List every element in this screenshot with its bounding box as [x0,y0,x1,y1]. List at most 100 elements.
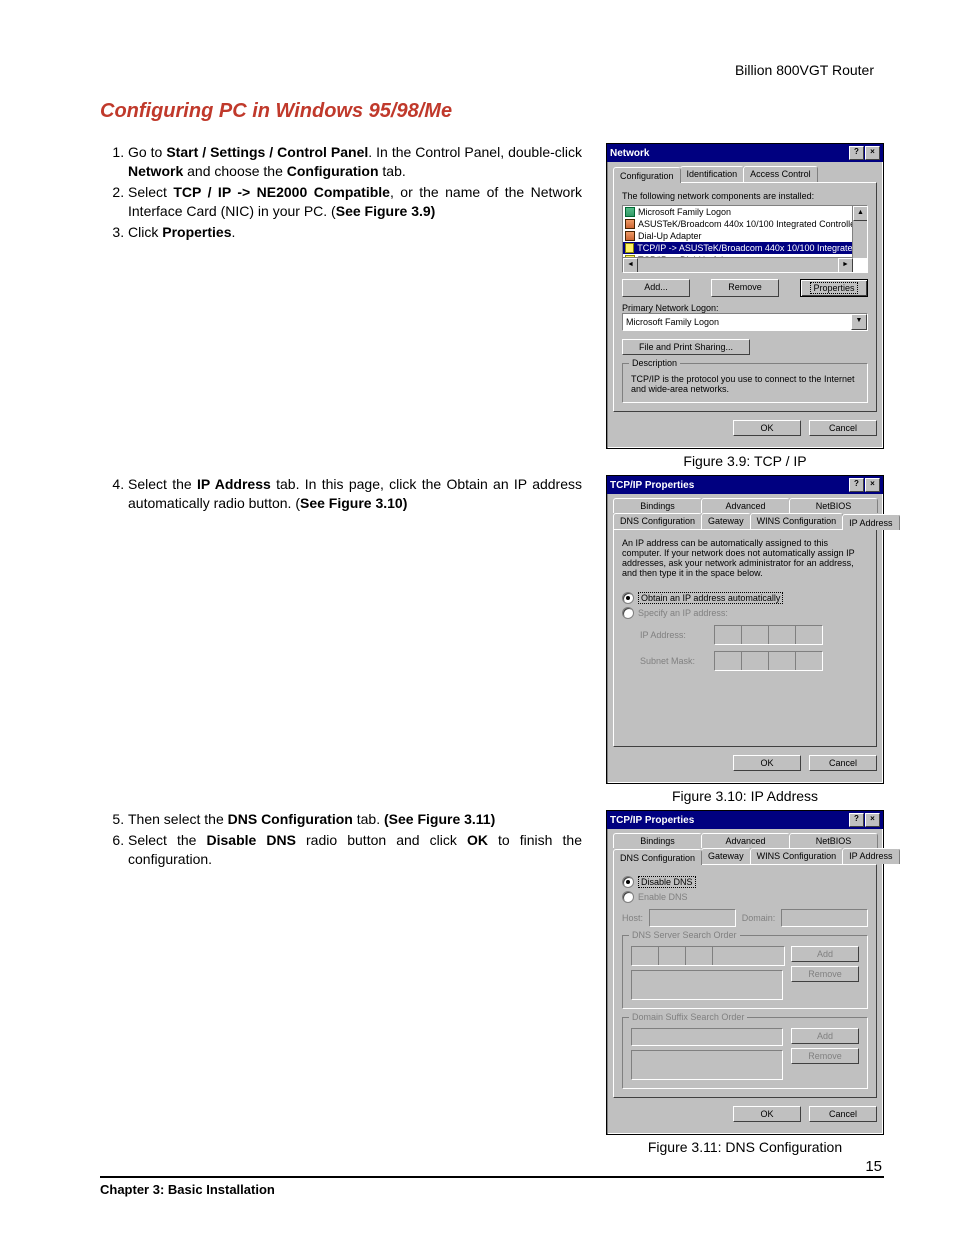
dns-tab-panel: Disable DNS Enable DNS Host: Domain: [613,864,877,1098]
subnet-mask-field [714,651,823,671]
chevron-down-icon[interactable]: ▼ [851,314,867,330]
cancel-button[interactable]: Cancel [809,755,877,771]
domain-field [781,909,868,927]
page-number: 15 [865,1158,882,1175]
ok-button[interactable]: OK [733,420,801,436]
tcpip-dialog-ip: TCP/IP Properties ? × Bindings Advanced … [606,475,884,784]
cancel-button[interactable]: Cancel [809,420,877,436]
section-title: Configuring PC in Windows 95/98/Me [100,100,884,123]
tcpip-dns-titlebar[interactable]: TCP/IP Properties ? × [607,811,883,829]
add-button[interactable]: Add... [622,279,690,297]
scrollbar-vertical[interactable]: ▲ [852,206,867,258]
list-item[interactable]: Dial-Up Adapter [623,230,867,242]
footer-chapter: Chapter 3: Basic Installation [100,1182,275,1197]
radio-specify-ip-label: Specify an IP address: [638,608,728,618]
step-4: Select the IP Address tab. In this page,… [128,475,588,513]
ip-address-label: IP Address: [640,630,706,640]
ip-address-field [714,625,823,645]
network-tab-panel: The following network components are ins… [613,182,877,412]
step-2: Select TCP / IP -> NE2000 Compatible, or… [128,183,588,221]
help-icon[interactable]: ? [849,478,864,492]
tcpip-dns-tabs-bot: DNS Configuration Gateway WINS Configura… [613,848,877,864]
figure-1-col: Network ? × Configuration Identification… [606,143,884,475]
step-6: Select the Disable DNS radio button and … [128,831,588,869]
radio-dot-icon [622,876,634,888]
row-1: Go to Start / Settings / Control Panel. … [100,143,884,475]
tab-advanced[interactable]: Advanced [701,833,790,848]
radio-obtain-auto[interactable]: Obtain an IP address automatically [622,592,868,604]
components-listbox[interactable]: Microsoft Family Logon ASUSTeK/Broadcom … [622,205,868,273]
tcpip-dns-tabs-top: Bindings Advanced NetBIOS [613,833,877,848]
network-dialog-titlebar[interactable]: Network ? × [607,144,883,162]
tab-bindings[interactable]: Bindings [613,498,702,513]
domain-suffix-group: Domain Suffix Search Order Add Remove [622,1017,868,1089]
page: Billion 800VGT Router Configuring PC in … [0,0,954,1235]
step-3: Click Properties. [128,223,588,242]
close-icon[interactable]: × [865,478,880,492]
dns-search-order-group: DNS Server Search Order Add Remove [622,935,868,1009]
host-label: Host: [622,913,643,923]
radio-enable-dns[interactable]: Enable DNS [622,891,868,903]
tab-configuration[interactable]: Configuration [613,167,681,183]
steps-list-b: Select the IP Address tab. In this page,… [100,475,588,515]
steps-list-c: Then select the DNS Configuration tab. (… [100,810,588,871]
ip-info-text: An IP address can be automatically assig… [622,538,868,578]
dns-add-button: Add [791,946,859,962]
properties-button[interactable]: Properties [800,279,868,297]
scrollbar-horizontal[interactable]: ◄► [623,257,853,272]
tab-advanced[interactable]: Advanced [701,498,790,513]
tab-gateway[interactable]: Gateway [701,513,751,529]
radio-enable-dns-label: Enable DNS [638,892,688,902]
tcpip-ip-titlebar[interactable]: TCP/IP Properties ? × [607,476,883,494]
figure-3-caption: Figure 3.11: DNS Configuration [606,1139,884,1155]
help-icon[interactable]: ? [849,813,864,827]
radio-disable-dns[interactable]: Disable DNS [622,876,868,888]
ok-button[interactable]: OK [733,755,801,771]
tab-ip-address[interactable]: IP Address [842,848,899,864]
close-icon[interactable]: × [865,813,880,827]
file-print-sharing-button[interactable]: File and Print Sharing... [622,339,750,355]
tcpip-dns-title: TCP/IP Properties [610,815,694,826]
list-item[interactable]: Microsoft Family Logon [623,206,867,218]
tcpip-dialog-dns: TCP/IP Properties ? × Bindings Advanced … [606,810,884,1135]
tab-dns-config[interactable]: DNS Configuration [613,849,702,865]
list-item-selected[interactable]: TCP/IP -> ASUSTeK/Broadcom 440x 10/100 I… [623,242,867,254]
tab-netbios[interactable]: NetBIOS [789,498,878,513]
dns-ip-field [631,946,785,966]
row-3: Then select the DNS Configuration tab. (… [100,810,884,1161]
tab-access-control[interactable]: Access Control [743,166,818,182]
ok-button[interactable]: OK [733,1106,801,1122]
close-icon[interactable]: × [865,146,880,160]
step-1: Go to Start / Settings / Control Panel. … [128,143,588,181]
tab-netbios[interactable]: NetBIOS [789,833,878,848]
tab-bindings[interactable]: Bindings [613,833,702,848]
primary-logon-combo[interactable]: Microsoft Family Logon ▼ [622,313,868,331]
tab-wins-config[interactable]: WINS Configuration [750,513,844,529]
radio-obtain-auto-label: Obtain an IP address automatically [638,592,783,604]
figure-1-caption: Figure 3.9: TCP / IP [606,453,884,469]
tab-ip-address[interactable]: IP Address [842,514,899,530]
primary-logon-label: Primary Network Logon: [622,303,868,313]
scroll-up-icon[interactable]: ▲ [853,206,868,221]
remove-button[interactable]: Remove [711,279,779,297]
components-intro: The following network components are ins… [622,191,868,201]
network-dialog: Network ? × Configuration Identification… [606,143,884,449]
help-icon[interactable]: ? [849,146,864,160]
network-dialog-title: Network [610,148,649,159]
radio-dot-icon [622,592,634,604]
radio-specify-ip[interactable]: Specify an IP address: [622,607,868,619]
tab-gateway[interactable]: Gateway [701,848,751,864]
tab-dns-config[interactable]: DNS Configuration [613,513,702,529]
tab-wins-config[interactable]: WINS Configuration [750,848,844,864]
figure-3-col: TCP/IP Properties ? × Bindings Advanced … [606,810,884,1161]
list-item[interactable]: ASUSTeK/Broadcom 440x 10/100 Integrated … [623,218,867,230]
tab-identification[interactable]: Identification [680,166,745,182]
domain-label: Domain: [742,913,776,923]
description-group: Description TCP/IP is the protocol you u… [622,363,868,403]
scroll-left-icon[interactable]: ◄ [623,258,638,273]
cancel-button[interactable]: Cancel [809,1106,877,1122]
scroll-right-icon[interactable]: ► [838,258,853,273]
subnet-mask-label: Subnet Mask: [640,656,706,666]
header-router-label: Billion 800VGT Router [735,62,874,78]
adapter-icon [625,219,635,229]
